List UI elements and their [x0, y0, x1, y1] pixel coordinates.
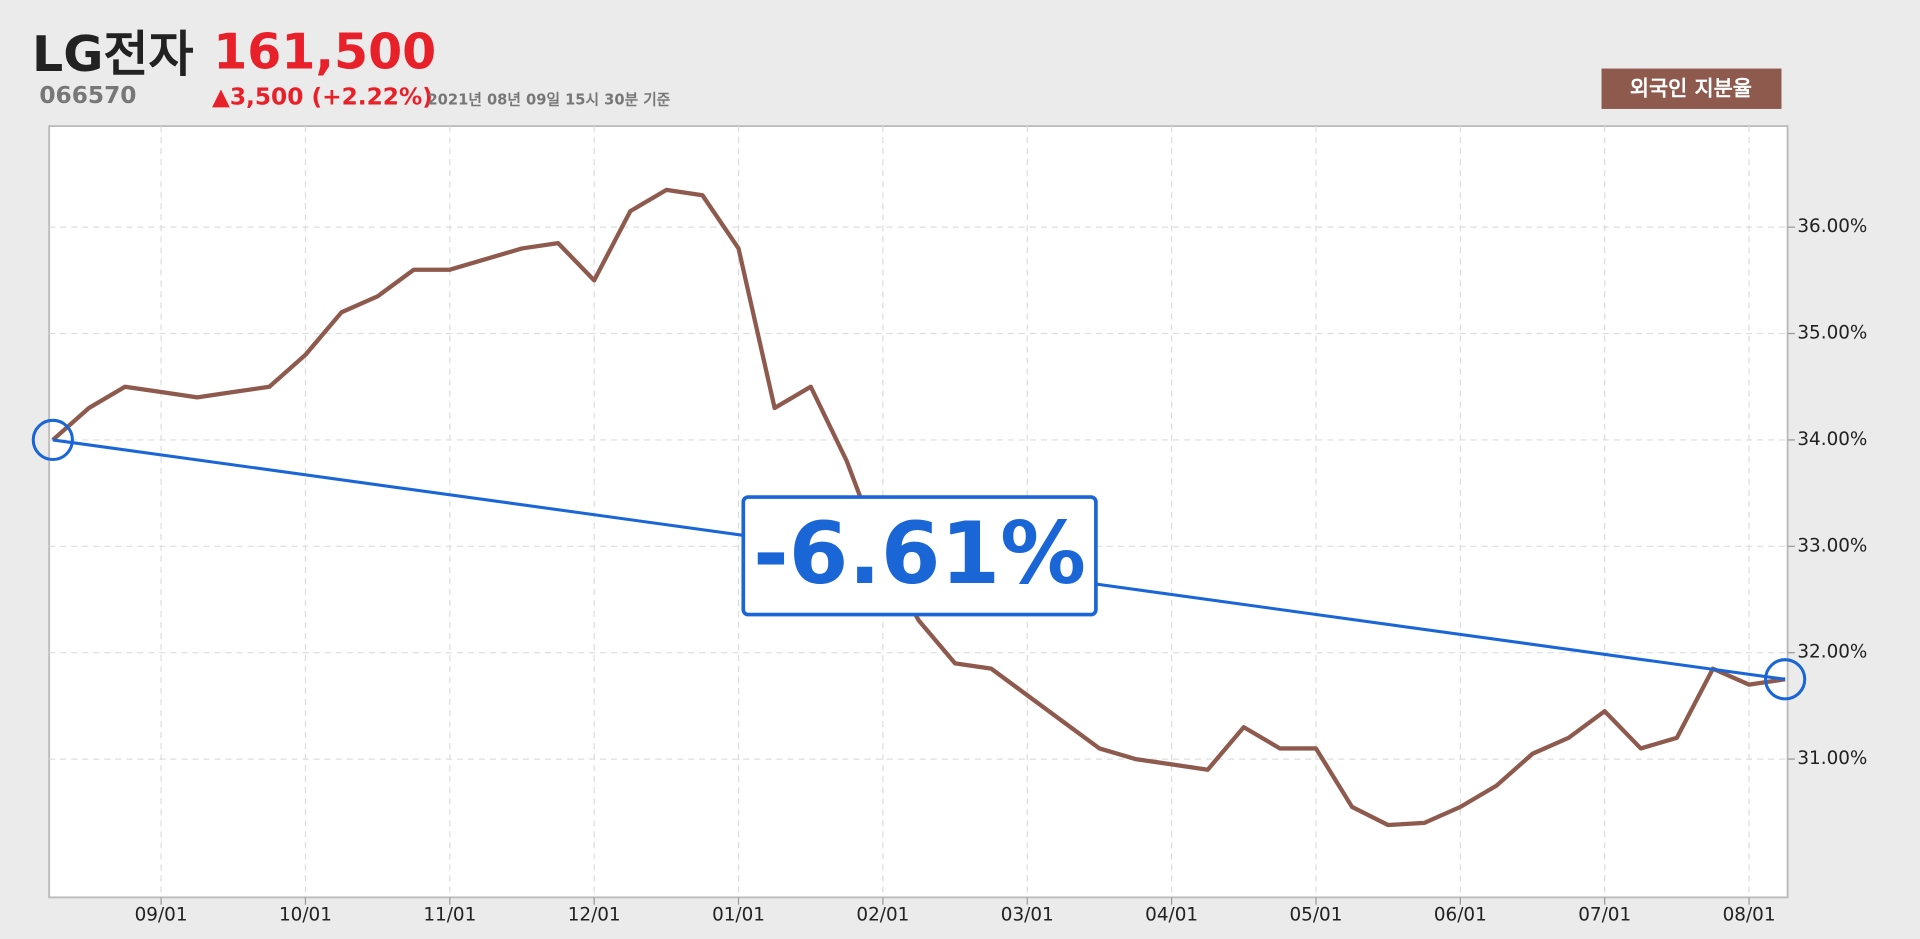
stock-price: 161,500	[213, 24, 436, 81]
x-tick-label: 10/01	[279, 905, 332, 926]
y-tick-label: 35.00%	[1797, 323, 1867, 344]
x-tick-label: 07/01	[1578, 905, 1631, 926]
x-tick-label: 01/01	[712, 905, 765, 926]
x-tick-label: 02/01	[856, 905, 909, 926]
button-label[interactable]: 외국인 지분율	[1630, 76, 1752, 100]
annotation: -6.61%	[753, 504, 1086, 604]
x-tick-label: 06/01	[1434, 905, 1487, 926]
stock-code: 066570	[39, 82, 136, 109]
stock-name: LG전자	[32, 26, 194, 83]
y-tick-label: 31.00%	[1797, 748, 1867, 769]
y-tick-label: 32.00%	[1797, 642, 1867, 663]
y-tick-label: 34.00%	[1797, 429, 1867, 450]
price-change: ▲3,500 (+2.22%)	[212, 83, 433, 110]
annotation-box	[741, 495, 1098, 617]
x-tick-label: 08/01	[1723, 905, 1776, 926]
x-tick-label: 09/01	[135, 905, 188, 926]
y-tick-label: 36.00%	[1797, 216, 1867, 237]
series-line	[51, 187, 1786, 828]
end-marker	[1764, 658, 1807, 701]
x-tick-label: 12/01	[568, 905, 621, 926]
x-tick-label: 05/01	[1290, 905, 1343, 926]
x-tick-label: 11/01	[423, 905, 476, 926]
y-tick-label: 33.00%	[1797, 535, 1867, 556]
x-tick-label: 04/01	[1145, 905, 1198, 926]
x-tick-label: 03/01	[1001, 905, 1054, 926]
foreign-ownership-button[interactable]	[1601, 68, 1782, 109]
start-marker	[31, 418, 74, 462]
timestamp: 2021년 08년 09일 15시 30분 기준	[427, 91, 670, 108]
